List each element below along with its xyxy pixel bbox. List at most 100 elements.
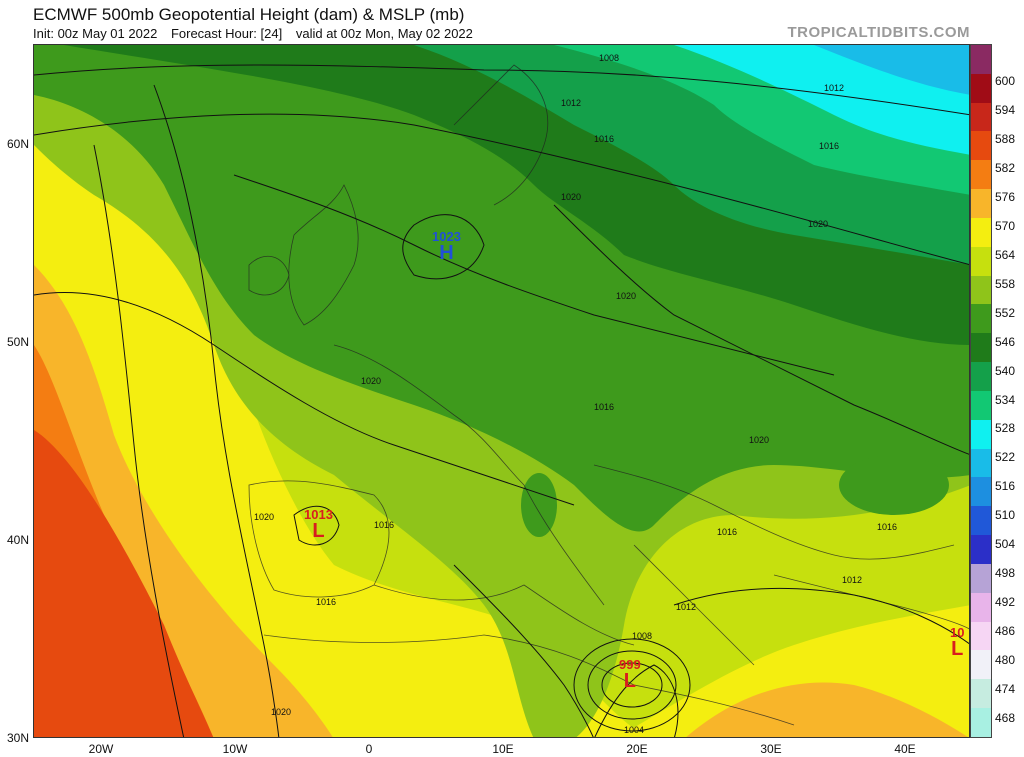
color-scale-segment — [971, 477, 991, 507]
isobars — [34, 64, 969, 737]
isobar-label-21: 1004 — [624, 725, 644, 735]
color-scale-segment — [971, 217, 991, 247]
longitude-labels: 20W 10W 0 10E 20E 30E 40E — [33, 742, 970, 757]
isobar-labels: 1008 1012 1012 1016 1016 1020 1020 1020 … — [254, 53, 897, 735]
lat-label-30n: 30N — [6, 731, 29, 745]
color-scale-segment — [971, 708, 991, 737]
color-scale-segment — [971, 563, 991, 593]
height-field-map: 1008 1012 1012 1016 1016 1020 1020 1020 … — [34, 45, 969, 737]
isobar-label-15: 1016 — [717, 527, 737, 537]
isobar-label-9: 1020 — [808, 219, 828, 229]
isobar-label-22: 1020 — [271, 707, 291, 717]
isobar-label-18: 1012 — [676, 602, 696, 612]
field-582-se — [686, 682, 968, 737]
color-scale-labels: 600 594 588 582 576 570 564 558 552 546 540 534 528 5… — [995, 44, 1024, 738]
color-scale-segment — [971, 73, 991, 103]
color-scale-segment — [971, 535, 991, 564]
lon-label-30e: 30E — [760, 742, 782, 756]
latitude-labels: 60N 50N 40N 30N — [0, 44, 33, 745]
color-scale-segment — [971, 362, 991, 391]
lon-label-40e: 40E — [894, 742, 916, 756]
isobar-label-6: 1020 — [561, 192, 581, 202]
color-scale-label: 576 — [995, 190, 1016, 205]
color-scale-label: 522 — [995, 450, 1016, 465]
color-scale-segment — [971, 419, 991, 449]
chart-subtitle: Init: 00z May 01 2022 Forecast Hour: [24… — [33, 26, 483, 41]
isobar-label-5: 1016 — [819, 141, 839, 151]
valid-time: valid at 00z Mon, May 02 2022 — [295, 26, 473, 41]
isobar-label-13: 1020 — [254, 512, 274, 522]
field-528 — [814, 45, 969, 95]
color-scale-segment — [971, 131, 991, 161]
field-594 — [34, 430, 214, 737]
color-scale-label: 486 — [995, 623, 1016, 638]
lon-label-20e: 20E — [626, 742, 648, 756]
color-scale-segment — [971, 275, 991, 305]
lat-label-40n: 40N — [6, 533, 29, 547]
color-scale-label: 582 — [995, 161, 1016, 176]
color-scale-segment — [971, 650, 991, 680]
color-scale-label: 558 — [995, 276, 1016, 291]
color-scale-label: 468 — [995, 710, 1016, 725]
init-time: Init: 00z May 01 2022 — [33, 26, 158, 41]
lon-label-0: 0 — [365, 742, 373, 756]
isobar-label-12: 1020 — [749, 435, 769, 445]
map-panel: 1008 1012 1012 1016 1016 1020 1020 1020 … — [33, 44, 970, 738]
color-scale-label: 498 — [995, 566, 1016, 581]
isobar-label-11: 1016 — [594, 402, 614, 412]
color-scale-bar — [970, 44, 992, 738]
color-scale-segment — [971, 102, 991, 132]
color-scale-segment — [971, 160, 991, 190]
color-scale-label: 564 — [995, 247, 1016, 262]
color-scale-label: 474 — [995, 681, 1016, 696]
color-scale-label: 546 — [995, 334, 1016, 349]
field-558-east — [839, 455, 949, 515]
color-scale-label: 528 — [995, 421, 1016, 436]
color-scale-segment — [971, 621, 991, 651]
color-scale-label: 510 — [995, 508, 1016, 523]
color-scale-label: 480 — [995, 652, 1016, 667]
lon-label-10e: 10E — [492, 742, 514, 756]
chart-title: ECMWF 500mb Geopotential Height (dam) & … — [33, 5, 465, 24]
color-scale-label: 516 — [995, 479, 1016, 494]
color-scale-segment — [971, 390, 991, 420]
isobar-label-14: 1016 — [374, 520, 394, 530]
color-scale-segment — [971, 304, 991, 334]
isobar-label-3: 1012 — [824, 83, 844, 93]
color-scale-label: 600 — [995, 74, 1016, 89]
pressure-center-low-iberia: 1013 L — [304, 507, 333, 542]
color-scale-segment — [971, 506, 991, 536]
isobar-label-4: 1016 — [594, 134, 614, 144]
color-scale-label: 552 — [995, 305, 1016, 320]
coastlines — [248, 64, 969, 726]
color-scale-segment — [971, 45, 991, 74]
isobar-label-19: 1016 — [316, 597, 336, 607]
pressure-center-low-greece: 999 L — [619, 657, 641, 692]
color-scale-label: 588 — [995, 132, 1016, 147]
pressure-center-low-east: 10 L — [950, 625, 965, 660]
forecast-hour: Forecast Hour: [24] — [170, 26, 283, 41]
brand-watermark: TROPICALTIDBITS.COM — [787, 24, 970, 41]
color-scale-label: 570 — [995, 218, 1016, 233]
color-scale-segment — [971, 448, 991, 478]
isobar-label-1: 1008 — [599, 53, 619, 63]
color-scale-label: 594 — [995, 103, 1016, 118]
isobar-label-16: 1016 — [877, 522, 897, 532]
lon-label-10w: 10W — [222, 742, 248, 756]
color-scale-label: 540 — [995, 363, 1016, 378]
color-scale-segment — [971, 246, 991, 276]
color-scale-segment — [971, 592, 991, 622]
isobar-label-20: 1008 — [632, 631, 652, 641]
isobar-label-17: 1012 — [842, 575, 862, 585]
isobar-label-8: 1020 — [616, 291, 636, 301]
color-scale-segment — [971, 333, 991, 363]
color-scale-segment — [971, 679, 991, 709]
lat-label-50n: 50N — [6, 335, 29, 349]
color-scale-label: 504 — [995, 537, 1016, 552]
color-scale-label: 492 — [995, 594, 1016, 609]
lat-label-60n: 60N — [6, 137, 29, 151]
color-scale-label: 534 — [995, 392, 1016, 407]
isobar-label-10: 1020 — [361, 376, 381, 386]
color-scale-segment — [971, 189, 991, 218]
pressure-center-high: 1023 H — [432, 229, 461, 264]
